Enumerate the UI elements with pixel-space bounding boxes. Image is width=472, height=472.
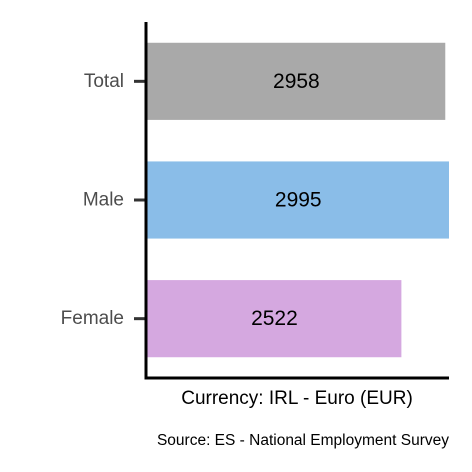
category-labels-group: Total Male Female <box>61 71 124 329</box>
bar-total <box>147 42 446 120</box>
value-label-female: 2522 <box>251 307 298 330</box>
x-axis-title: Currency: IRL - Euro (EUR) <box>181 388 413 409</box>
bars-group <box>147 42 449 358</box>
category-label-male: Male <box>83 190 124 211</box>
value-labels-group: 2958 2995 2522 <box>251 70 322 330</box>
value-label-male: 2995 <box>275 189 322 212</box>
bar-female <box>147 280 402 358</box>
category-label-total: Total <box>84 71 124 92</box>
value-label-total: 2958 <box>273 70 320 93</box>
source-caption: Source: ES - National Employment Survey <box>157 432 449 449</box>
category-label-female: Female <box>61 308 124 329</box>
y-ticks-group <box>134 79 146 321</box>
bar-male <box>147 161 449 239</box>
